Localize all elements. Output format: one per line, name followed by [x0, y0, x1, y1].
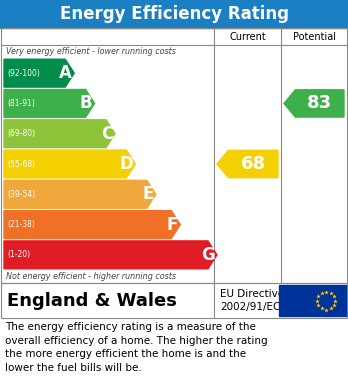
- Text: (1-20): (1-20): [7, 250, 30, 259]
- Text: B: B: [80, 95, 93, 113]
- Text: (69-80): (69-80): [7, 129, 35, 138]
- Text: (92-100): (92-100): [7, 69, 40, 78]
- Text: EU Directive
2002/91/EC: EU Directive 2002/91/EC: [220, 289, 284, 312]
- Bar: [0, 0, 348, 28]
- Text: (21-38): (21-38): [7, 220, 35, 229]
- Text: 68: 68: [240, 155, 266, 173]
- Text: The energy efficiency rating is a measure of the
overall efficiency of a home. T: The energy efficiency rating is a measur…: [5, 322, 268, 373]
- Text: Energy Efficiency Rating: Energy Efficiency Rating: [60, 5, 288, 23]
- Polygon shape: [4, 180, 156, 208]
- Text: (55-68): (55-68): [7, 160, 35, 169]
- Text: C: C: [101, 125, 113, 143]
- Text: England & Wales: England & Wales: [7, 292, 177, 310]
- Text: 83: 83: [307, 95, 332, 113]
- Bar: [1, 28, 347, 283]
- Text: D: D: [120, 155, 133, 173]
- Polygon shape: [4, 90, 95, 117]
- Text: (81-91): (81-91): [7, 99, 35, 108]
- Polygon shape: [217, 151, 278, 178]
- Text: F: F: [167, 215, 178, 233]
- Text: A: A: [59, 64, 72, 82]
- Bar: [1, 283, 347, 318]
- Text: Not energy efficient - higher running costs: Not energy efficient - higher running co…: [6, 272, 176, 281]
- Polygon shape: [4, 211, 180, 239]
- Text: Current: Current: [229, 32, 266, 41]
- Text: G: G: [201, 246, 215, 264]
- Polygon shape: [4, 59, 74, 87]
- Polygon shape: [4, 150, 135, 178]
- Text: Potential: Potential: [293, 32, 336, 41]
- Bar: [279, 285, 346, 316]
- Polygon shape: [284, 90, 344, 117]
- Text: Very energy efficient - lower running costs: Very energy efficient - lower running co…: [6, 47, 176, 56]
- Polygon shape: [4, 120, 115, 148]
- Polygon shape: [4, 241, 217, 269]
- Text: E: E: [142, 185, 154, 203]
- Text: (39-54): (39-54): [7, 190, 35, 199]
